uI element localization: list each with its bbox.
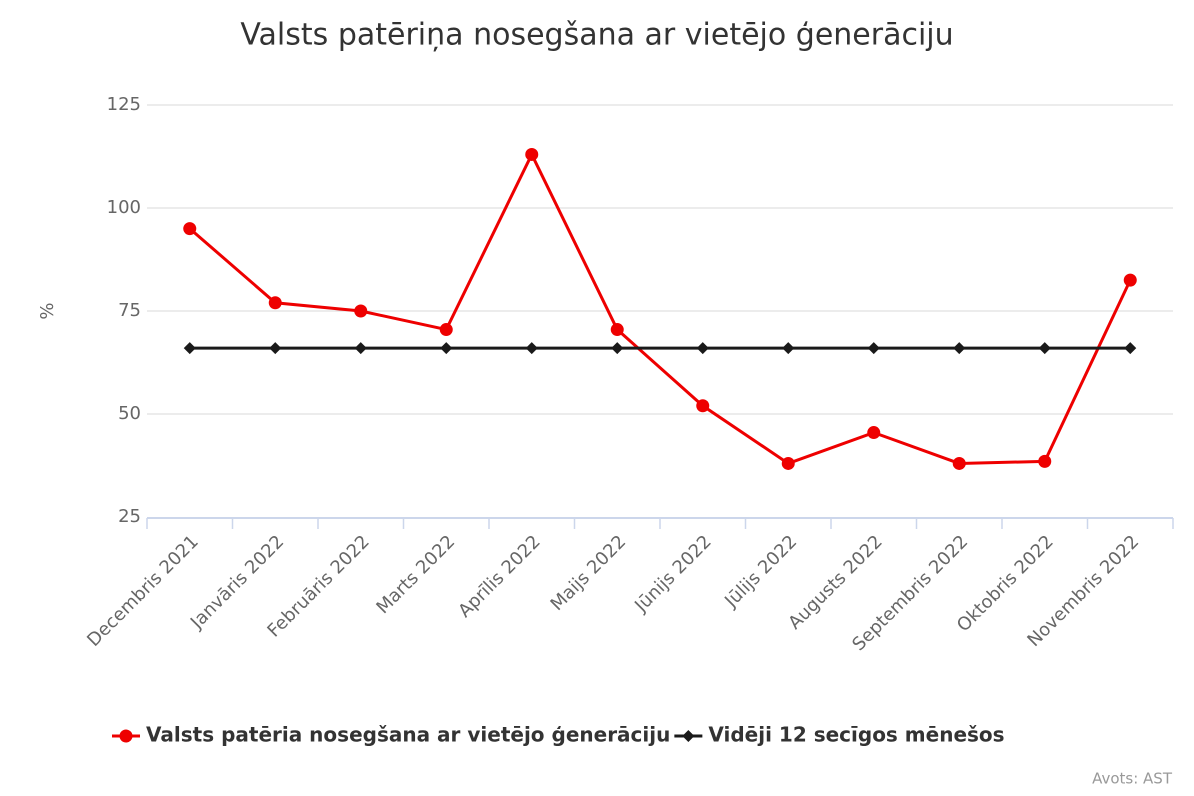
data-point [611,342,624,355]
data-point [781,456,795,470]
data-point [1123,273,1137,287]
data-point [354,342,367,355]
legend-marker [119,729,133,743]
data-point [269,342,282,355]
data-point [867,342,880,355]
legend-label: Vidēji 12 secīgos mēnešos [708,723,1004,747]
data-point [1038,342,1051,355]
y-tick-label: 75 [118,300,141,321]
y-axis-label: % [37,302,58,319]
legend-marker [682,730,695,742]
x-tick-label: Aprīlis 2022 [454,531,545,622]
y-tick-label: 125 [107,94,141,115]
data-point [525,342,538,355]
data-point [268,296,282,310]
data-point [525,147,539,161]
data-point [696,399,710,413]
data-point [354,304,368,318]
data-point [782,342,795,355]
x-tick-label: Maijs 2022 [547,531,631,615]
x-tick-label: Jūnijs 2022 [630,531,716,617]
y-tick-label: 50 [118,403,141,424]
series-line [188,151,1132,466]
source: Avots: AST [1092,770,1173,788]
y-tick-label: 100 [107,197,141,218]
data-point [183,342,196,355]
data-point [867,426,881,440]
data-point [1038,454,1052,468]
y-tick-label: 25 [118,506,141,527]
x-tick-label: Decembris 2021 [83,531,203,651]
data-point [953,342,966,355]
data-point [696,342,709,355]
chart-title: Valsts patēriņa nosegšana ar vietējo ģen… [240,18,953,53]
data-point [439,323,453,337]
data-point [952,456,966,470]
x-tick-label: Marts 2022 [372,531,459,618]
data-point [183,222,197,236]
data-point [1124,342,1137,355]
data-point [440,342,453,355]
data-point [610,323,624,337]
legend-label: Valsts patēria nosegšana ar vietējo ģene… [146,723,670,747]
x-tick-label: Jūlijs 2022 [720,531,801,612]
